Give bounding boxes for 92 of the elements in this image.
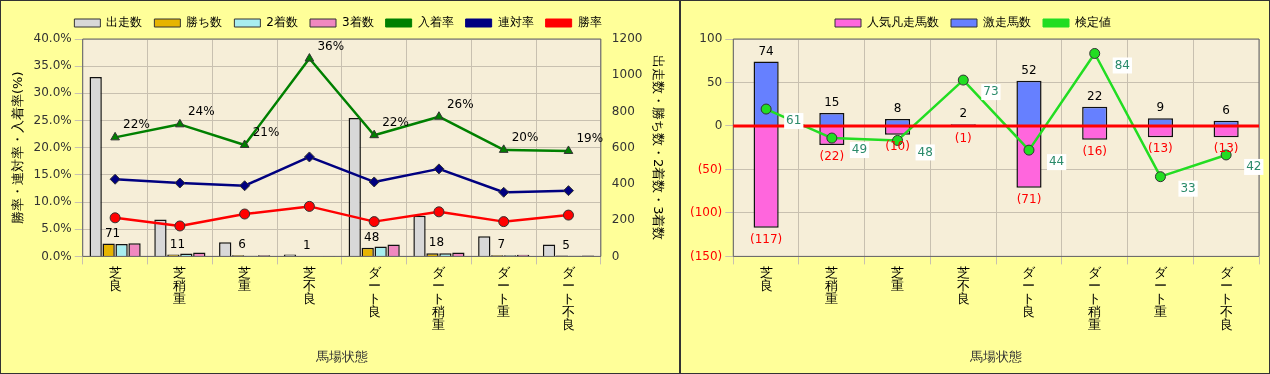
x-tick-label: 芝不良	[302, 265, 316, 307]
data-label: 22	[1087, 88, 1103, 103]
x-tick-label: ダート良	[1022, 265, 1037, 320]
data-label: 6	[238, 237, 246, 252]
x-axis-title: 馬場状態	[969, 348, 1023, 364]
legend-label: 人気凡走馬数	[867, 15, 939, 30]
data-label: 71	[104, 225, 121, 240]
y-tick-label: (100)	[689, 205, 723, 220]
y-tick-label: 30.0%	[33, 85, 72, 100]
data-label: 6	[1222, 102, 1230, 117]
data-label: 73	[983, 84, 999, 99]
x-tick-label: ダート稍重	[1088, 265, 1103, 333]
y-tick-label: 5.0%	[41, 221, 72, 236]
data-label: 5	[562, 237, 570, 252]
legend-label: 勝ち数	[186, 15, 223, 30]
data-label: (22)	[819, 149, 845, 164]
data-label: 33	[1180, 180, 1196, 195]
data-label: 48	[364, 229, 380, 244]
y2-tick-label: 800	[611, 103, 635, 118]
data-label: 1	[303, 238, 311, 253]
y-tick-label: 10.0%	[33, 194, 72, 209]
data-label: 19%	[576, 131, 604, 146]
data-label: 21%	[252, 125, 280, 140]
data-label: 20%	[511, 130, 539, 144]
x-tick-label: ダート重	[497, 265, 512, 320]
data-label: 22%	[382, 115, 409, 130]
data-label: 15	[824, 95, 840, 110]
legend-label: 出走数	[106, 15, 143, 30]
data-label: (16)	[1082, 144, 1108, 158]
legend-label: 入着率	[417, 15, 454, 30]
legend-label: 連対率	[497, 15, 534, 30]
y-tick-label: (150)	[689, 248, 723, 263]
y2-tick-label: 200	[611, 212, 635, 227]
data-label: (10)	[885, 138, 910, 153]
y2-axis-title: 出走数・勝ち数・2着数・3着数	[650, 54, 666, 241]
data-label: 61	[786, 113, 802, 128]
y-tick-label: 35.0%	[33, 58, 72, 73]
data-label: 9	[1156, 100, 1165, 115]
data-label: 84	[1114, 57, 1130, 72]
data-label: (71)	[1016, 191, 1042, 206]
x-tick-label: ダート稍重	[432, 265, 447, 333]
y-tick-label: 40.0%	[33, 31, 72, 46]
x-tick-label: 芝重	[891, 265, 905, 294]
data-label: 74	[758, 43, 774, 58]
data-label: 2	[959, 106, 968, 121]
y2-tick-label: 1000	[611, 67, 643, 82]
y-tick-label: 50	[706, 74, 723, 89]
legend-label: 激走馬数	[983, 15, 1031, 30]
y2-tick-label: 1200	[611, 31, 643, 46]
legend-label: 3着数	[342, 15, 374, 30]
data-label: (1)	[954, 130, 972, 145]
y2-tick-label: 400	[611, 176, 635, 191]
data-label: 49	[851, 142, 868, 157]
data-label: 42	[1246, 159, 1262, 174]
x-axis-title: 馬場状態	[314, 348, 368, 364]
x-tick-label: ダート重	[1153, 265, 1168, 320]
y-tick-label: 0	[714, 118, 723, 133]
data-label: 8	[893, 101, 902, 116]
data-label: 48	[917, 144, 933, 159]
data-label: 36%	[317, 38, 345, 53]
legend-label: 勝率	[577, 15, 602, 30]
x-tick-label: 芝良	[108, 265, 122, 294]
y2-tick-label: 600	[611, 139, 635, 154]
y-tick-label: 0.0%	[41, 248, 72, 263]
data-label: 24%	[187, 104, 215, 119]
data-label: 52	[1021, 62, 1037, 77]
x-tick-label: 芝良	[759, 265, 773, 294]
data-label: 26%	[446, 96, 474, 111]
x-tick-label: 芝不良	[956, 265, 970, 307]
y-tick-label: (50)	[697, 161, 723, 176]
x-tick-label: 芝重	[238, 265, 252, 294]
x-tick-label: 芝稍重	[825, 265, 839, 307]
data-label: (13)	[1213, 141, 1239, 156]
x-tick-label: 芝稍重	[173, 265, 187, 307]
data-label: 22%	[123, 117, 150, 132]
data-label: 18	[428, 235, 445, 250]
x-tick-label: ダート不良	[561, 265, 576, 333]
y-tick-label: 25.0%	[33, 112, 72, 127]
y-tick-label: 15.0%	[33, 167, 72, 181]
y-tick-label: 20.0%	[33, 139, 72, 154]
data-label: 7	[497, 237, 506, 252]
legend-label: 2着数	[266, 15, 299, 30]
legend-label: 検定値	[1075, 15, 1111, 30]
data-label: (13)	[1148, 141, 1173, 156]
y2-tick-label: 0	[611, 248, 620, 263]
data-label: 44	[1048, 154, 1065, 169]
x-tick-label: ダート不良	[1219, 265, 1234, 333]
data-label: (117)	[749, 231, 783, 246]
data-label: 11	[169, 236, 186, 251]
y-axis-title: 勝率・連対率・入着率(%)	[10, 71, 26, 224]
x-tick-label: ダート良	[367, 265, 382, 320]
y-tick-label: 100	[699, 31, 723, 46]
